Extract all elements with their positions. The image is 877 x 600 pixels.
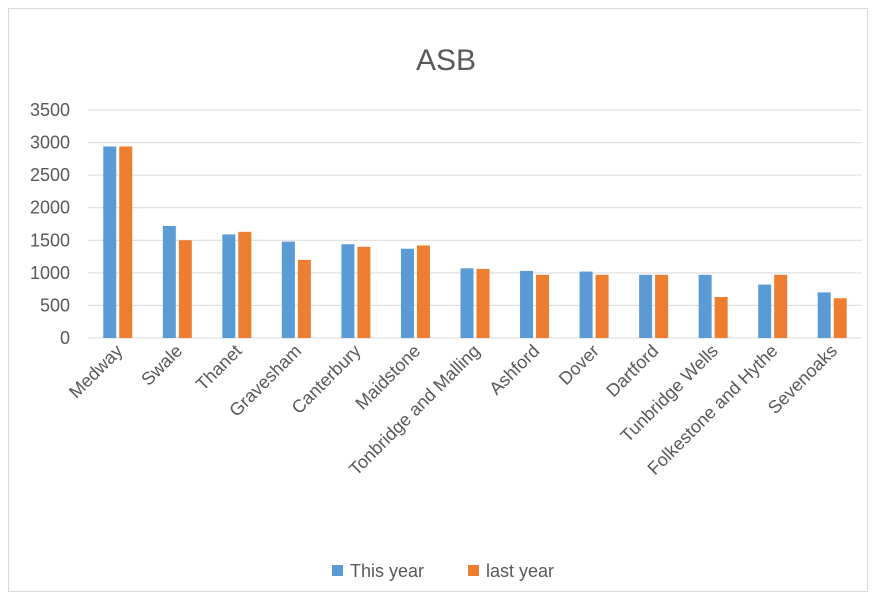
x-category-label: Thanet (192, 341, 246, 395)
bar-last-year (297, 259, 311, 338)
bar-last-year (655, 274, 669, 338)
y-tick-label: 1500 (30, 230, 70, 250)
bar-this-year (758, 284, 772, 338)
bar-this-year (400, 248, 414, 338)
legend-label: last year (486, 561, 554, 581)
bar-last-year (178, 240, 192, 338)
y-tick-label: 500 (40, 295, 70, 315)
y-axis-ticks: 0 500 1000 1500 2000 2500 3000 3500 (30, 100, 70, 348)
bar-this-year (520, 270, 534, 338)
x-category-label: Swale (137, 341, 186, 390)
legend: This year last year (332, 561, 554, 581)
bar-last-year (416, 245, 430, 338)
y-tick-label: 2500 (30, 165, 70, 185)
bar-last-year (119, 146, 133, 338)
y-tick-label: 0 (60, 328, 70, 348)
bar-this-year (460, 268, 474, 338)
bar-this-year (579, 271, 593, 338)
bar-this-year (817, 292, 831, 338)
bar-last-year (714, 296, 728, 338)
x-category-label: Dover (555, 341, 603, 389)
bar-this-year (103, 146, 117, 338)
bars (103, 146, 847, 338)
bar-last-year (595, 274, 609, 338)
y-tick-label: 2000 (30, 198, 70, 218)
bar-last-year (774, 274, 788, 338)
x-category-label: Ashford (485, 341, 543, 399)
legend-label: This year (350, 561, 424, 581)
legend-swatch (332, 565, 343, 576)
bar-this-year (698, 274, 712, 338)
x-category-label: Medway (65, 341, 127, 403)
bar-this-year (281, 241, 295, 338)
bar-last-year (357, 246, 371, 338)
x-axis-categories: Medway Swale ThanetGraveshamCanterburyMaid… (65, 341, 841, 480)
legend-swatch (468, 565, 479, 576)
bar-this-year (341, 244, 355, 338)
y-tick-label: 3000 (30, 133, 70, 153)
chart-title: ASB (416, 44, 476, 77)
bar-last-year (536, 274, 550, 338)
x-category-label: Dartford (602, 341, 662, 401)
bar-last-year (833, 298, 847, 338)
bar-last-year (238, 231, 252, 338)
y-tick-label: 1000 (30, 263, 70, 283)
bar-this-year (222, 234, 236, 338)
bar-this-year (639, 274, 653, 338)
bar-last-year (476, 268, 490, 338)
gridlines (88, 109, 862, 339)
bar-this-year (162, 225, 176, 338)
y-tick-label: 3500 (30, 100, 70, 120)
